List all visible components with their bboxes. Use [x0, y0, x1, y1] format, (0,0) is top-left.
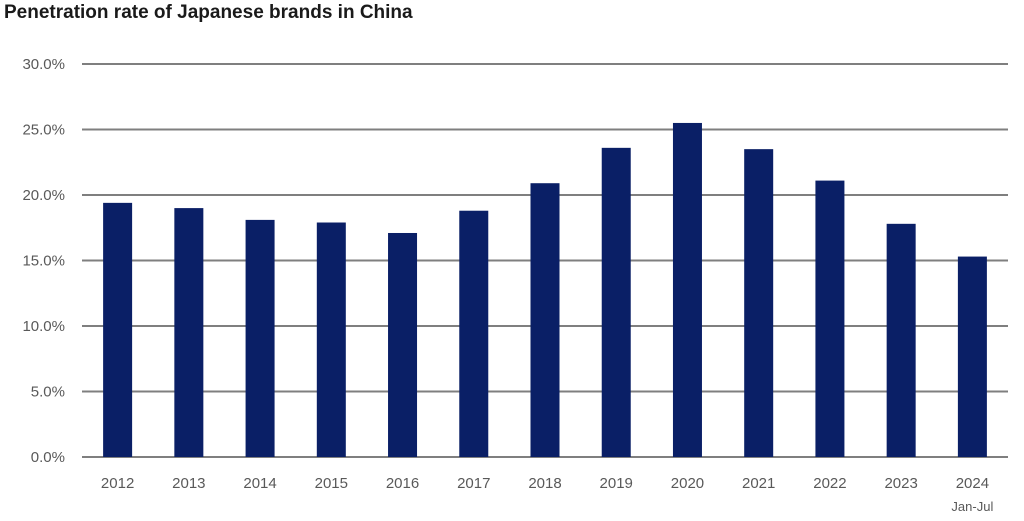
bars: [103, 122, 987, 457]
bar-2019: [601, 147, 631, 457]
bar-2020: [672, 122, 702, 457]
y-tick-label: 10.0%: [22, 318, 65, 335]
y-tick-label: 5.0%: [31, 384, 65, 401]
x-tick-label: 2021: [742, 475, 775, 492]
chart-title: Penetration rate of Japanese brands in C…: [4, 2, 413, 23]
bar-2013: [174, 208, 204, 457]
x-tick-label: 2012: [101, 475, 134, 492]
y-tick-label: 15.0%: [22, 253, 65, 270]
x-tick-label: 2023: [884, 475, 917, 492]
x-tick-label: 2017: [457, 475, 490, 492]
x-tick-label: 2024: [956, 475, 989, 492]
bar-2014: [245, 219, 275, 457]
x-tick-label: 2016: [386, 475, 419, 492]
bar-2022: [815, 180, 845, 457]
x-tick-label: 2013: [172, 475, 205, 492]
x-tick-label: 2018: [528, 475, 561, 492]
y-axis-tick-labels: 0.0% 5.0% 10.0% 15.0% 20.0% 25.0% 30.0%: [22, 56, 65, 466]
bar-2021: [744, 149, 774, 457]
x-tick-sublabel: Jan-Jul: [951, 499, 993, 514]
bar-2018: [530, 183, 560, 457]
x-tick-label: 2014: [243, 475, 276, 492]
x-tick-label: 2015: [315, 475, 348, 492]
y-tick-label: 20.0%: [22, 187, 65, 204]
y-tick-label: 25.0%: [22, 122, 65, 139]
x-tick-label: 2022: [813, 475, 846, 492]
y-tick-label: 30.0%: [22, 56, 65, 73]
bar-2017: [459, 210, 489, 457]
y-tick-label: 0.0%: [31, 449, 65, 466]
bar-2012: [103, 202, 133, 457]
bar-2015: [316, 222, 346, 457]
x-tick-label: 2020: [671, 475, 704, 492]
bar-2024: [957, 256, 987, 457]
bar-2023: [886, 223, 916, 457]
x-axis-tick-labels: 2012 2013 2014 2015 2016 2017 2018 2019 2020 2021…: [101, 475, 994, 514]
x-tick-label: 2019: [600, 475, 633, 492]
bar-2016: [388, 232, 418, 457]
